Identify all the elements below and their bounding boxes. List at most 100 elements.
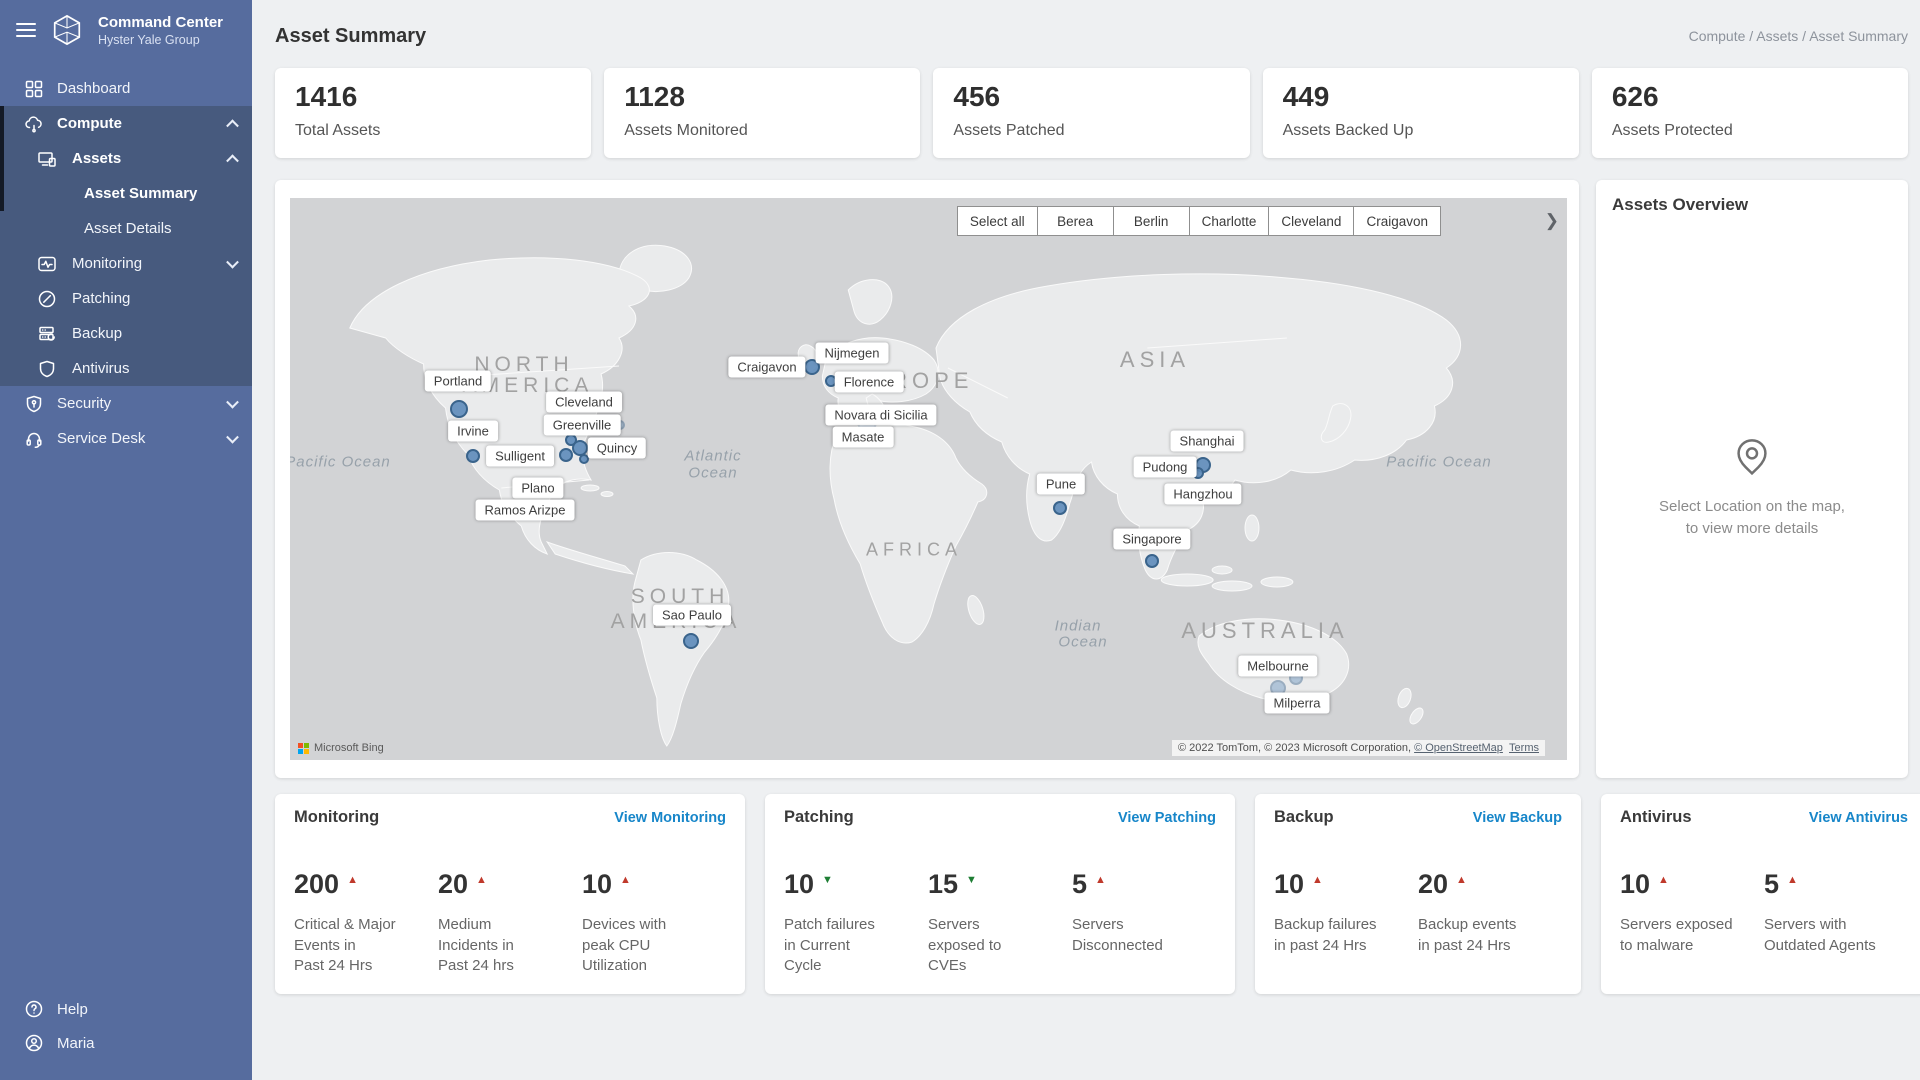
- map-marker[interactable]: [683, 633, 699, 649]
- stat-card-assets-patched: 456 Assets Patched: [933, 68, 1250, 158]
- card-backup: Backup View Backup 10 ▲ Backup failures in p…: [1255, 794, 1581, 994]
- metric-value: 20: [438, 869, 469, 899]
- content-row: Select all Berea Berlin Charlotte Cleveland C…: [275, 180, 1908, 778]
- sidebar-item-asset-details[interactable]: Asset Details: [0, 211, 252, 246]
- map-city-label-ramos-arizpe[interactable]: Ramos Arizpe: [475, 499, 575, 521]
- metric-value: 20: [1418, 869, 1449, 899]
- map-marker[interactable]: [1053, 501, 1067, 515]
- map-city-label-cleveland[interactable]: Cleveland: [546, 391, 622, 413]
- map-city-label-masate[interactable]: Masate: [832, 426, 894, 448]
- map-next-arrow-icon[interactable]: ❯: [1544, 211, 1559, 230]
- map-city-label-plano[interactable]: Plano: [512, 477, 564, 499]
- sidebar-item-label: Dashboard: [57, 80, 131, 97]
- metrics-row: 200 ▲ Critical & Major Events in Past 24 H…: [294, 869, 726, 977]
- sidebar-item-help[interactable]: Help: [0, 992, 252, 1026]
- card-title: Antivirus: [1620, 808, 1692, 826]
- shield-icon: [37, 359, 57, 379]
- sidebar-item-label: Security: [57, 395, 112, 412]
- map-city-label-pune[interactable]: Pune: [1036, 473, 1086, 495]
- sidebar-item-service-desk[interactable]: Service Desk: [0, 421, 252, 456]
- metric-label: Devices with peak CPU Utilization: [582, 916, 667, 975]
- map-city-label-quincy[interactable]: Quincy: [587, 437, 647, 459]
- map-location-button-berlin[interactable]: Berlin: [1112, 206, 1190, 236]
- map-marker[interactable]: [559, 448, 573, 462]
- metric: 5 ▲ Servers Disconnected: [1072, 869, 1216, 977]
- map-city-label-greenville[interactable]: Greenville: [543, 414, 621, 436]
- app-logo-icon: [50, 13, 84, 47]
- map-location-button-charlotte[interactable]: Charlotte: [1188, 206, 1270, 236]
- active-trail-indicator: [0, 106, 4, 211]
- sidebar-item-assets[interactable]: Assets: [0, 141, 252, 176]
- map-marker[interactable]: [466, 449, 480, 463]
- map-city-label-milperra[interactable]: Milperra: [1264, 692, 1330, 714]
- map-city-label-novara-di-sicilia[interactable]: Novara di Sicilia: [825, 404, 937, 426]
- sidebar-item-security[interactable]: Security: [0, 386, 252, 421]
- sidebar-item-monitoring[interactable]: Monitoring: [0, 246, 252, 281]
- metric-value-row: 10 ▲: [582, 869, 726, 900]
- map-city-label-craigavon[interactable]: Craigavon: [728, 356, 806, 378]
- card-header: Antivirus View Antivirus: [1620, 808, 1908, 827]
- sidebar-item-asset-summary[interactable]: Asset Summary: [0, 176, 252, 211]
- map-marker[interactable]: [450, 400, 468, 418]
- stat-label: Assets Backed Up: [1282, 122, 1414, 139]
- map-region-label: NORTH: [474, 353, 574, 376]
- map-city-label-irvine[interactable]: Irvine: [448, 420, 498, 442]
- patch-icon: [37, 289, 57, 309]
- metric-value-row: 5 ▲: [1072, 869, 1216, 900]
- metric-label: Backup failures in past 24 Hrs: [1274, 916, 1377, 954]
- map-location-button-craigavon[interactable]: Craigavon: [1353, 206, 1441, 236]
- metric: 15 ▼ Servers exposed to CVEs: [928, 869, 1072, 977]
- stat-label: Total Assets: [295, 122, 381, 139]
- stat-value: 449: [1282, 81, 1330, 112]
- sidebar-item-maria[interactable]: Maria: [0, 1026, 252, 1060]
- sidebar-item-dashboard[interactable]: Dashboard: [0, 71, 252, 106]
- map-city-label-portland[interactable]: Portland: [424, 370, 492, 392]
- map-location-button-berea[interactable]: Berea: [1036, 206, 1114, 236]
- metric-value: 15: [928, 869, 959, 899]
- map-location-button-select-all[interactable]: Select all: [956, 206, 1038, 236]
- metric-value-row: 10 ▲: [1620, 869, 1764, 900]
- map-city-label-sulligent[interactable]: Sulligent: [486, 445, 554, 467]
- map-city-label-florence[interactable]: Florence: [834, 371, 904, 393]
- map-location-buttons: Select all Berea Berlin Charlotte Cleveland C…: [956, 206, 1441, 236]
- sidebar-footer-label: Maria: [57, 1034, 95, 1052]
- breadcrumb[interactable]: Compute / Assets / Asset Summary: [1688, 28, 1908, 44]
- world-map[interactable]: Select all Berea Berlin Charlotte Cleveland C…: [290, 198, 1567, 760]
- map-location-button-cleveland[interactable]: Cleveland: [1268, 206, 1355, 236]
- view-patching-link[interactable]: View Patching: [1117, 809, 1216, 826]
- metric-label: Servers Disconnected: [1072, 916, 1163, 954]
- sidebar-item-backup[interactable]: Backup: [0, 316, 252, 351]
- hamburger-menu-icon[interactable]: [16, 19, 36, 41]
- map-city-label-hangzhou[interactable]: Hangzhou: [1164, 483, 1242, 505]
- map-city-label-shanghai[interactable]: Shanghai: [1170, 430, 1244, 452]
- sidebar-item-patching[interactable]: Patching: [0, 281, 252, 316]
- metric: 10 ▲ Servers exposed to malware: [1620, 869, 1764, 956]
- terms-link[interactable]: Terms: [1509, 742, 1539, 754]
- map-city-label-sao-paulo[interactable]: Sao Paulo: [653, 604, 731, 626]
- metric: 10 ▲ Backup failures in past 24 Hrs: [1274, 869, 1418, 956]
- card-patching: Patching View Patching 10 ▼ Patch failures i…: [765, 794, 1235, 994]
- view-backup-link[interactable]: View Backup: [1472, 809, 1562, 826]
- map-city-label-singapore[interactable]: Singapore: [1113, 528, 1191, 550]
- card-header: Backup View Backup: [1274, 808, 1562, 827]
- sidebar-item-label: Compute: [57, 115, 122, 132]
- metrics-row: 10 ▲ Servers exposed to malware 5 ▲ Servers w…: [1620, 869, 1908, 956]
- sidebar-item-compute[interactable]: Compute: [0, 106, 252, 141]
- sidebar-item-label: Asset Details: [84, 220, 172, 237]
- metric-label: Medium Incidents in Past 24 hrs: [438, 916, 514, 975]
- sidebar-item-label: Asset Summary: [84, 185, 198, 202]
- map-city-label-pudong[interactable]: Pudong: [1133, 456, 1197, 478]
- summary-cards-row: Monitoring View Monitoring 200 ▲ Critical & …: [275, 794, 1920, 994]
- openstreetmap-link[interactable]: © OpenStreetMap: [1414, 742, 1503, 754]
- sidebar-item-antivirus[interactable]: Antivirus: [0, 351, 252, 386]
- card-title: Backup: [1274, 808, 1334, 826]
- map-city-label-nijmegen[interactable]: Nijmegen: [815, 342, 889, 364]
- view-monitoring-link[interactable]: View Monitoring: [614, 809, 726, 826]
- metric-value: 10: [582, 869, 613, 899]
- map-marker[interactable]: [1145, 554, 1159, 568]
- view-antivirus-link[interactable]: View Antivirus: [1808, 809, 1908, 826]
- map-city-label-melbourne[interactable]: Melbourne: [1238, 655, 1318, 677]
- map-marker[interactable]: [579, 454, 589, 464]
- stat-label: Assets Patched: [953, 122, 1065, 139]
- stat-card-total-assets: 1416 Total Assets: [275, 68, 592, 158]
